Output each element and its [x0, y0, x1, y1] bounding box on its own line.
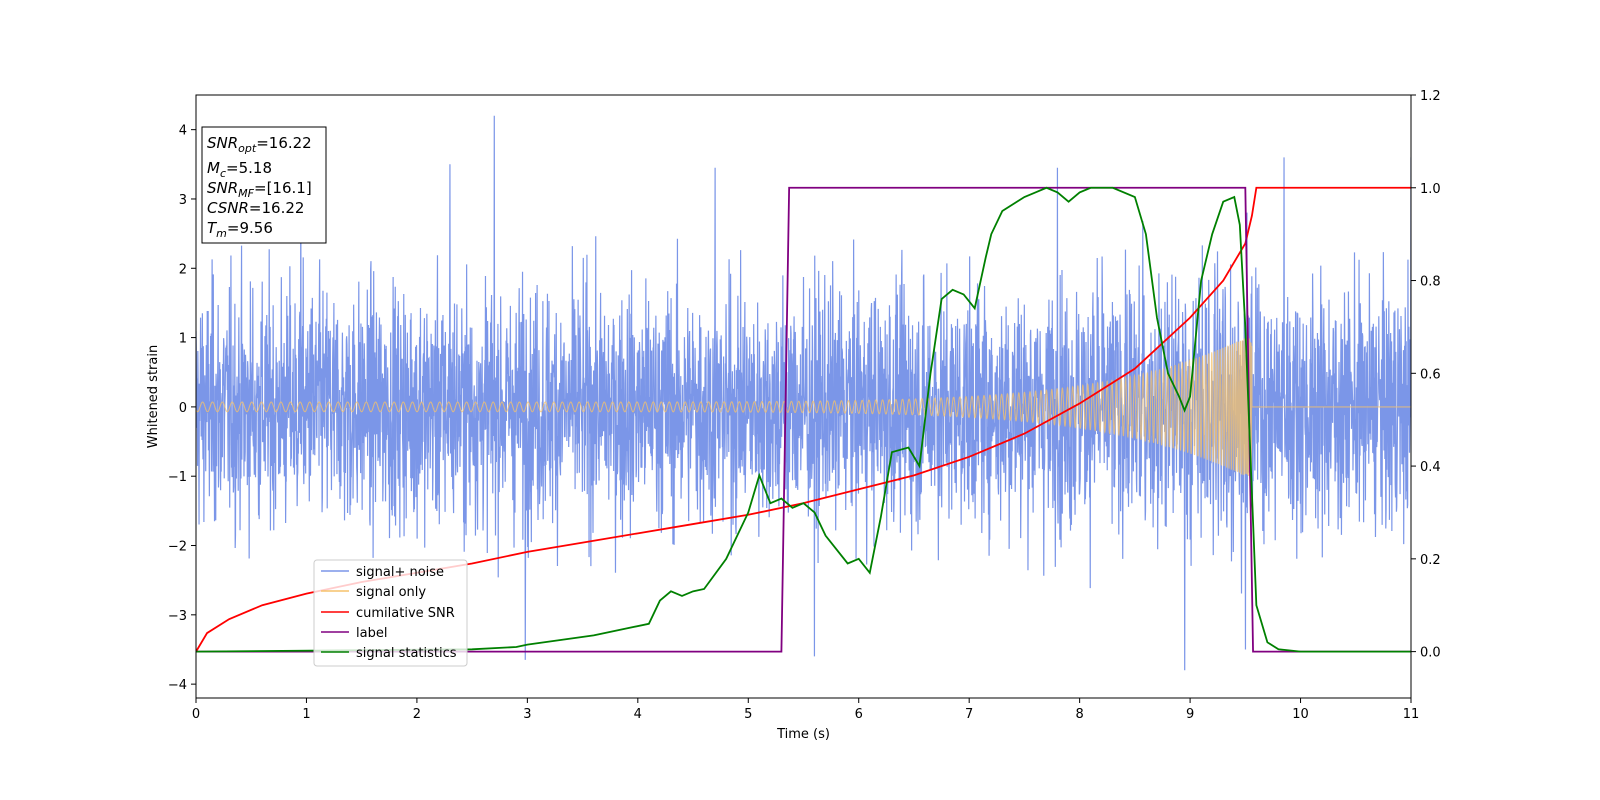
y2-tick-label: 1.2 [1420, 89, 1441, 104]
legend-item-signal-only: signal only [321, 585, 426, 600]
x-tick-label: 11 [1403, 707, 1420, 722]
plot-frame [195, 94, 1412, 699]
y2-tick-label: 0.0 [1420, 646, 1441, 661]
legend-item-signal-noise: signal+ noise [321, 565, 444, 580]
legend-item-cumulative-snr: cumilative SNR [321, 606, 455, 621]
svg-text:signal+ noise: signal+ noise [356, 565, 444, 580]
x-tick-label: 4 [634, 707, 642, 722]
y-axis-left: −4 −3 −2 −1 0 1 2 3 4 [168, 124, 196, 693]
y-tick-label: 0 [179, 401, 187, 416]
y2-tick-label: 1.0 [1420, 182, 1441, 197]
annotation-csnr: CSNR=16.22 [207, 199, 304, 217]
legend-item-label: label [321, 626, 387, 641]
series-signal-plus-noise [196, 115, 1411, 671]
label-line [196, 186, 1411, 653]
annotation-mc: Mc=5.18 [207, 159, 272, 180]
x-tick-label: 2 [413, 707, 421, 722]
x-tick-label: 3 [523, 707, 531, 722]
signal-plus-noise-line [196, 115, 1411, 671]
svg-text:signal only: signal only [356, 585, 426, 600]
annotation-box: SNRopt=16.22 Mc=5.18 SNRMF=[16.1] CSNR=1… [201, 126, 327, 244]
y-tick-label: −4 [168, 678, 187, 693]
y2-tick-label: 0.8 [1420, 275, 1441, 290]
y-tick-label: 4 [179, 124, 187, 139]
y-tick-label: −1 [168, 470, 187, 485]
svg-text:cumilative SNR: cumilative SNR [356, 606, 455, 621]
x-tick-label: 1 [302, 707, 310, 722]
y-tick-label: −2 [168, 540, 187, 555]
y2-tick-label: 0.2 [1420, 553, 1441, 568]
x-tick-label: 6 [855, 707, 863, 722]
y-axis-right: 0.0 0.2 0.4 0.6 0.8 1.0 1.2 [1411, 89, 1441, 661]
signal-statistics-line [196, 186, 1411, 653]
x-tick-label: 0 [192, 707, 200, 722]
annotation-tm: Tm=9.56 [207, 219, 273, 240]
y-tick-label: 3 [179, 193, 187, 208]
series-signal-only [196, 336, 1411, 479]
y-tick-label: 1 [179, 332, 187, 347]
svg-text:signal statistics: signal statistics [356, 646, 457, 661]
x-tick-label: 5 [744, 707, 752, 722]
y2-tick-label: 0.4 [1420, 460, 1441, 475]
svg-text:label: label [356, 626, 387, 641]
legend-item-signal-statistics: signal statistics [321, 646, 457, 661]
x-tick-label: 9 [1186, 707, 1194, 722]
signal-only-line [196, 336, 1411, 479]
y-tick-label: 2 [179, 262, 187, 277]
y2-tick-label: 0.6 [1420, 367, 1441, 382]
x-axis-label: Time (s) [776, 727, 830, 742]
annotation-snr-mf: SNRMF=[16.1] [207, 179, 312, 200]
x-tick-label: 10 [1292, 707, 1309, 722]
legend-box [313, 559, 468, 667]
x-tick-label: 7 [965, 707, 973, 722]
annotation-snr-opt: SNRopt=16.22 [207, 134, 312, 155]
y-axis-label: Whitened strain [146, 345, 161, 448]
y-tick-label: −3 [168, 609, 187, 624]
legend: signal+ noise signal only cumilative SNR… [313, 559, 468, 667]
x-axis: 0 1 2 3 4 5 6 7 8 9 10 11 [192, 698, 1419, 722]
x-tick-label: 8 [1075, 707, 1083, 722]
